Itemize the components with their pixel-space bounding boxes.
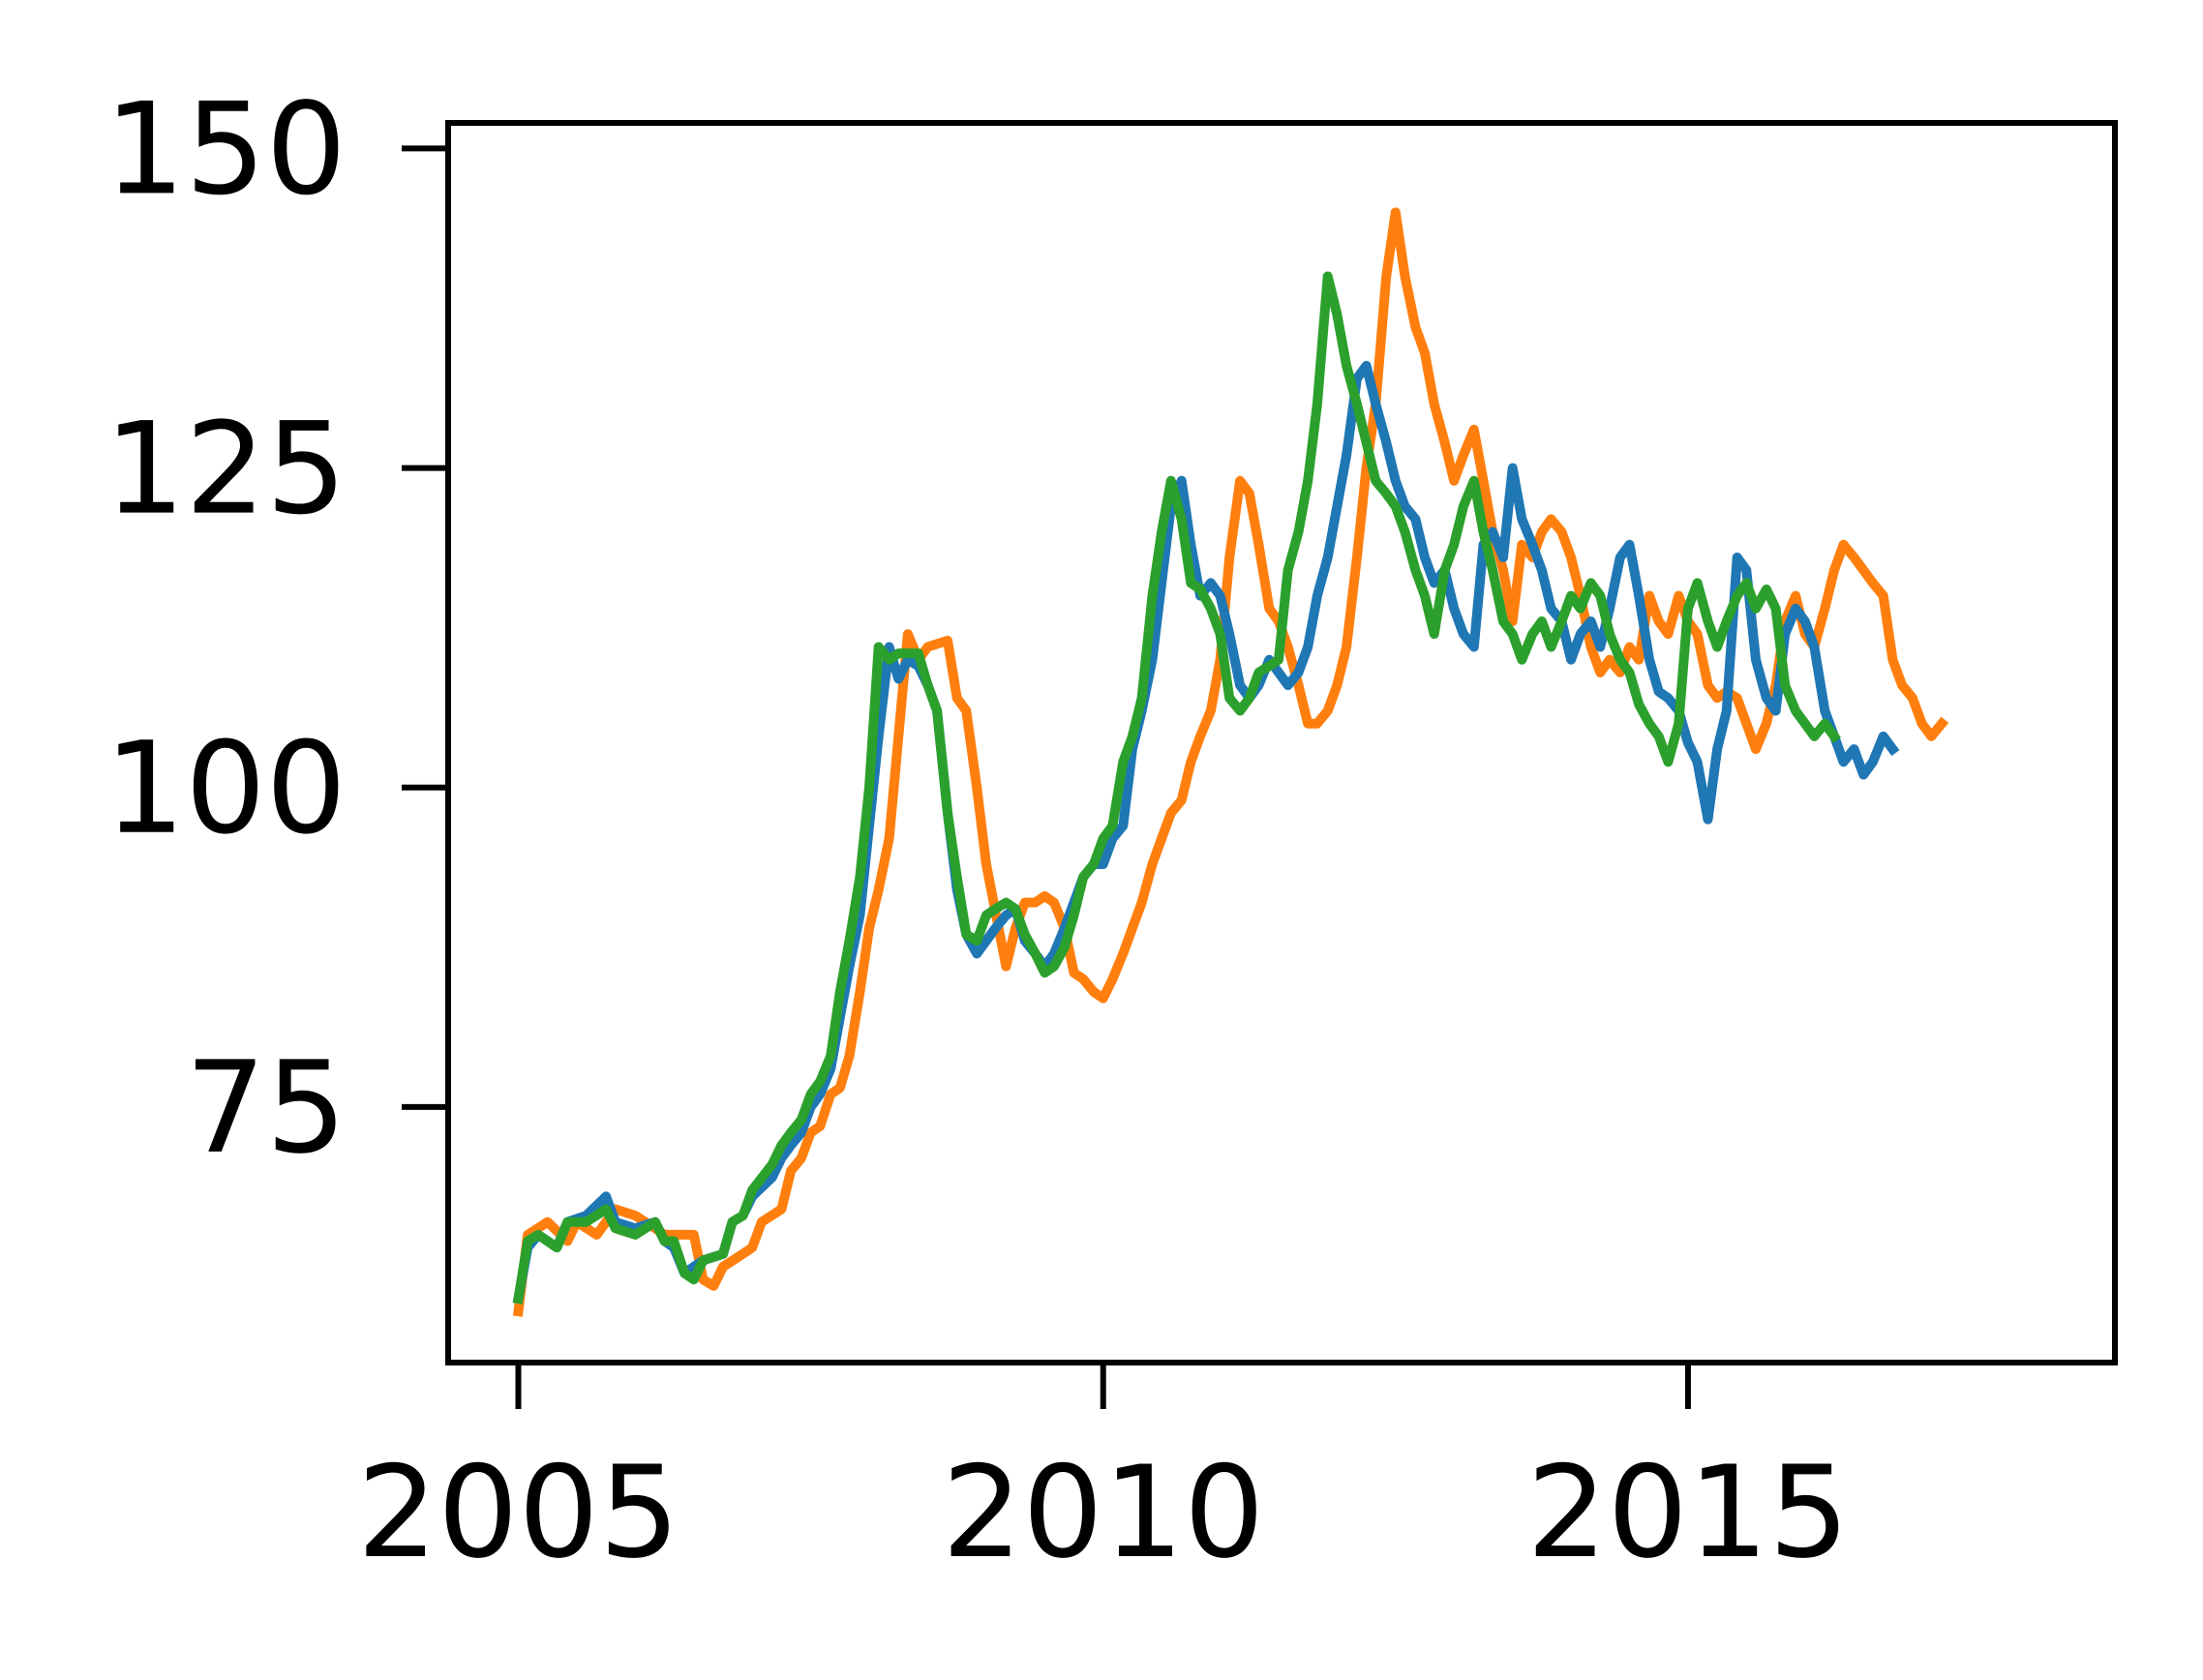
y-tick-label: 100 bbox=[105, 714, 347, 862]
x-tick-label: 2005 bbox=[357, 1438, 679, 1586]
series-line-3 bbox=[512, 271, 1841, 1305]
x-axis: 2005 2010 2015 bbox=[357, 1363, 1850, 1586]
x-tick-label: 2015 bbox=[1526, 1438, 1849, 1586]
series-layer bbox=[512, 207, 1949, 1317]
y-axis: 75 100 125 150 bbox=[105, 75, 448, 1182]
y-tick-label: 75 bbox=[185, 1034, 347, 1182]
x-tick-label: 2010 bbox=[942, 1438, 1264, 1586]
plot-area-frame bbox=[445, 120, 2118, 1365]
y-tick-label: 125 bbox=[105, 395, 347, 543]
y-tick-label: 150 bbox=[105, 75, 347, 223]
